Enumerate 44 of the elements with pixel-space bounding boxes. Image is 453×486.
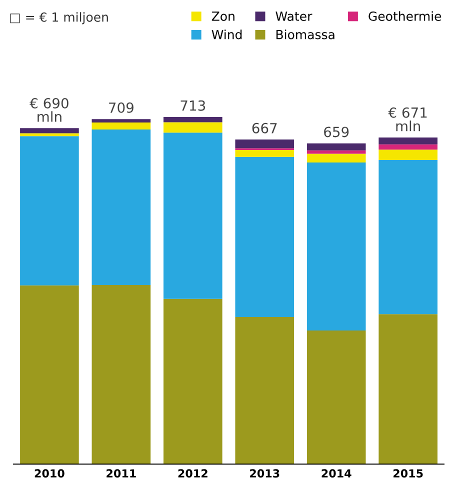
bar	[378, 314, 438, 464]
bar	[378, 160, 438, 314]
x-tick-label: 2011	[106, 469, 136, 478]
annotation: 709	[109, 102, 134, 113]
bar	[235, 140, 294, 148]
bar	[163, 122, 222, 133]
bar	[235, 150, 294, 157]
x-tick-label: 2012	[178, 469, 208, 478]
annotation: € 671 mln	[388, 107, 427, 132]
legend-label: Zon	[212, 12, 234, 21]
legend-label: Biomassa	[276, 30, 334, 40]
bar	[306, 150, 366, 154]
bar	[378, 144, 438, 150]
legend-label: Water	[276, 12, 312, 21]
legend-label: Wind	[212, 30, 242, 40]
x-tick-label: 2013	[250, 469, 280, 478]
legend-label: Geothermie	[368, 11, 442, 21]
bar	[92, 285, 151, 464]
bar	[92, 119, 151, 123]
bar	[378, 137, 438, 144]
text: □ = € 1 miljoen	[10, 12, 108, 24]
bar	[235, 316, 294, 464]
bar	[20, 136, 79, 286]
bar	[163, 116, 222, 122]
x-tick-label: 2010	[34, 469, 64, 478]
bar	[306, 162, 366, 330]
bar	[235, 156, 294, 317]
bar	[92, 122, 151, 130]
bar	[92, 129, 151, 286]
bar	[20, 128, 79, 134]
bar	[306, 330, 366, 464]
bar	[306, 143, 366, 150]
annotation: 659	[324, 126, 349, 138]
bar	[20, 133, 79, 136]
bar	[163, 298, 222, 464]
bar	[20, 285, 79, 464]
annotation: 713	[180, 100, 206, 111]
annotation: € 690 mln	[30, 98, 68, 122]
annotation: 667	[252, 122, 277, 134]
bar	[163, 132, 222, 299]
bar	[306, 154, 366, 162]
x-tick-label: 2015	[393, 469, 423, 478]
x-tick-label: 2014	[322, 469, 352, 478]
bar	[378, 150, 438, 160]
